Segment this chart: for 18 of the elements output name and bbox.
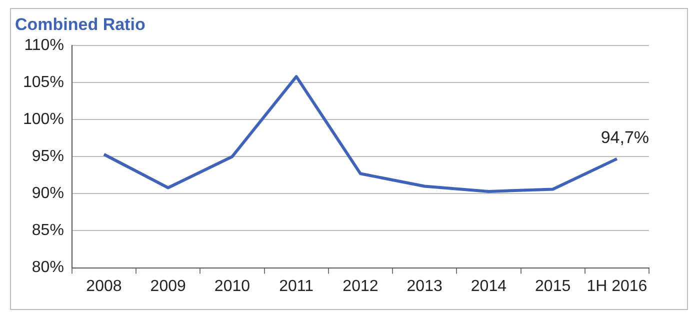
x-tick-label: 2013 bbox=[406, 278, 442, 295]
chart-title: Combined Ratio bbox=[15, 14, 146, 34]
x-tick-label: 1H 2016 bbox=[586, 278, 648, 295]
x-tick-label: 2011 bbox=[279, 278, 314, 295]
y-tick-label: 95% bbox=[32, 148, 64, 166]
y-tick-label: 85% bbox=[32, 222, 64, 240]
x-tick-label: 2008 bbox=[86, 278, 122, 295]
x-tick-label: 2012 bbox=[342, 278, 378, 295]
x-tick-label: 2009 bbox=[150, 278, 186, 295]
y-tick-label: 110% bbox=[24, 36, 64, 54]
y-tick-label: 105% bbox=[23, 74, 64, 91]
data-label: 94,7% bbox=[600, 128, 650, 148]
y-tick-label: 100% bbox=[23, 110, 64, 128]
x-tick-label: 2010 bbox=[214, 278, 250, 295]
y-tick-label: 90% bbox=[32, 185, 64, 202]
y-tick-label: 80% bbox=[32, 259, 64, 276]
x-tick-label: 2014 bbox=[470, 278, 507, 295]
x-tick-label: 2015 bbox=[535, 278, 571, 295]
